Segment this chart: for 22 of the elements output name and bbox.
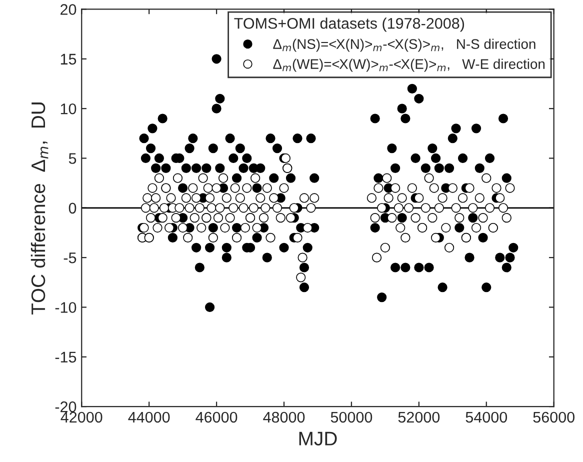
y-tick-label: 5 [68, 153, 76, 164]
y-tick-label: -20 [55, 401, 76, 412]
x-axis-title: MJD [299, 432, 337, 446]
y-tick-label: -5 [64, 252, 76, 264]
y-tick-label: 20 [60, 4, 76, 15]
x-tick-label: 46000 [196, 412, 238, 423]
legend-title: TOMS+OMI datasets (1978-2008) [234, 18, 464, 32]
y-tick-label: 0 [68, 202, 76, 214]
x-tick-label: 54000 [466, 412, 508, 423]
x-tick-label: 50000 [330, 412, 372, 423]
x-tick-label: 56000 [533, 412, 574, 423]
y-tick-label: 10 [60, 103, 76, 114]
y-tick-label: -15 [55, 352, 76, 363]
y-axis-title: TOC difference Δ$_{m}$, DU [30, 102, 48, 315]
legend-label: Δ$_{m}$(WE)=<X(W)>$_{m}$-<X(E)>$_{m}$, W-E direction [273, 58, 545, 72]
y-tick-label: -10 [55, 302, 76, 313]
x-tick-label: 48000 [263, 412, 305, 423]
y-tick-label: 15 [60, 54, 76, 65]
legend-label: Δ$_{m}$(NS)=<X(N)>$_{m}$-<X(S)>$_{m}$, N-S direction [273, 38, 536, 52]
x-tick-label: 44000 [128, 412, 170, 423]
x-tick-label: 52000 [398, 412, 440, 423]
x-tick-label: 42000 [60, 412, 102, 423]
